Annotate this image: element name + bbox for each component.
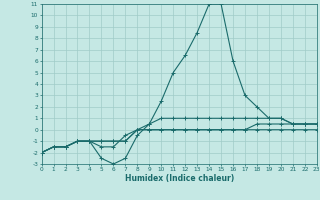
X-axis label: Humidex (Indice chaleur): Humidex (Indice chaleur) <box>124 174 234 183</box>
